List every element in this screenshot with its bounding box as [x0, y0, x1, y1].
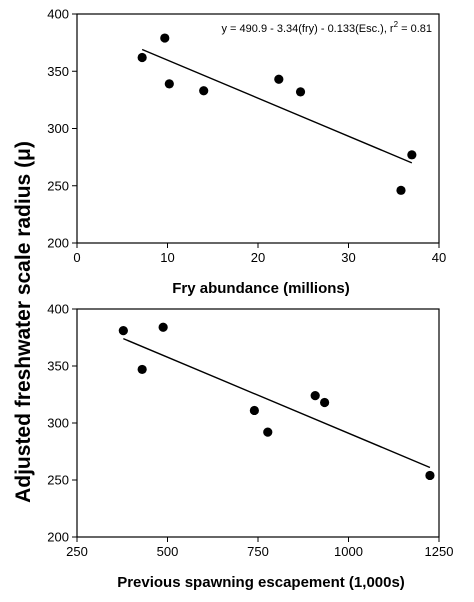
y-tick-label: 300: [47, 416, 69, 431]
y-tick-label: 250: [47, 473, 69, 488]
data-point: [274, 74, 284, 84]
x-tick-label: 1250: [425, 544, 454, 559]
data-point: [249, 405, 259, 416]
trendline: [141, 48, 413, 164]
x-tick-label: 10: [160, 250, 174, 265]
x-tick-label: 30: [341, 250, 355, 265]
data-point: [137, 52, 147, 63]
data-point: [407, 150, 417, 160]
y-tick-label: 250: [47, 178, 69, 193]
data-point: [295, 87, 306, 97]
data-point: [160, 33, 170, 43]
x-tick-label: 500: [157, 544, 179, 559]
data-point: [320, 397, 330, 408]
x-tick-label: 0: [73, 250, 80, 265]
data-point: [396, 185, 406, 195]
y-tick-label: 200: [47, 530, 69, 545]
y-tick-label: 350: [47, 359, 69, 374]
x-tick-label: 1000: [334, 544, 363, 559]
y-tick-label: 300: [47, 121, 69, 136]
data-point: [425, 470, 435, 481]
x-tick-label: 40: [432, 250, 446, 265]
x-tick-label: 750: [247, 544, 269, 559]
shared-y-axis-label: Adjusted freshwater scale radius (μ): [12, 141, 35, 503]
data-point: [118, 326, 128, 336]
chart-fry-abundance: 0 10 20 30 40 200 250 300 350 400 Fry abundance (m…: [47, 7, 446, 298]
y-tick-label: 200: [47, 236, 69, 251]
data-point: [310, 391, 320, 401]
data-point: [137, 364, 147, 375]
y-tick-label: 400: [47, 302, 69, 317]
data-point: [158, 322, 168, 332]
regression-equation: y = 490.9 - 3.34(fry) - 0.133(Esc.), r2 …: [222, 20, 433, 35]
data-point: [199, 86, 209, 96]
x-axis-title: Previous spawning escapement (1,000s): [117, 574, 405, 591]
y-tick-label: 350: [47, 64, 69, 79]
x-tick-label: 20: [251, 250, 265, 265]
trendline: [123, 337, 431, 469]
x-axis-title: Fry abundance (millions): [172, 280, 350, 297]
data-point: [263, 427, 273, 437]
x-tick-label: 250: [66, 544, 88, 559]
data-point: [164, 79, 174, 89]
plot-frame: [76, 13, 440, 244]
plot-frame: [76, 308, 440, 538]
chart-spawning-escapement: 250 500 750 1000 1250200250300350400Previous…: [47, 302, 453, 592]
y-tick-label: 400: [47, 7, 69, 22]
